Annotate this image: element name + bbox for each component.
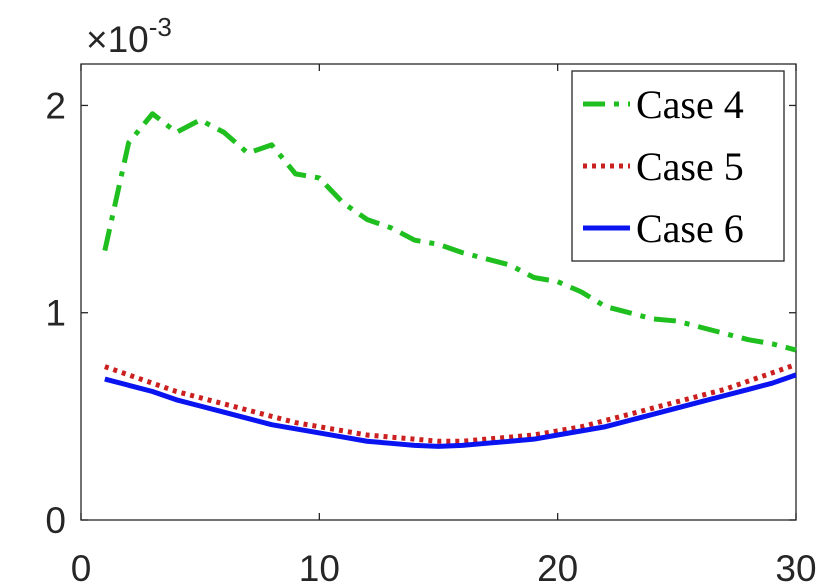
y-tick-label: 0: [45, 500, 66, 541]
axis-ticks: 0 10 20 30 0 1 2: [45, 64, 817, 585]
legend-label: Case 4: [636, 82, 744, 127]
y-exponent-label: ×10-3: [86, 12, 172, 60]
y-tick-label: 1: [45, 293, 66, 334]
legend-label: Case 5: [636, 144, 744, 189]
legend-label: Case 6: [636, 206, 744, 251]
series-line-case-5: [104, 362, 797, 444]
series-layer: [102, 111, 797, 449]
x-tick-label: 10: [299, 548, 340, 585]
x-tick-label: 0: [71, 548, 92, 585]
legend: Case 4 Case 5 Case 6: [571, 70, 785, 262]
x-tick-label: 20: [537, 548, 578, 585]
series-line-case-6: [104, 372, 797, 449]
y-tick-label: 2: [45, 85, 66, 126]
series-line-case-4: [102, 111, 797, 353]
x-tick-label: 30: [775, 548, 816, 585]
